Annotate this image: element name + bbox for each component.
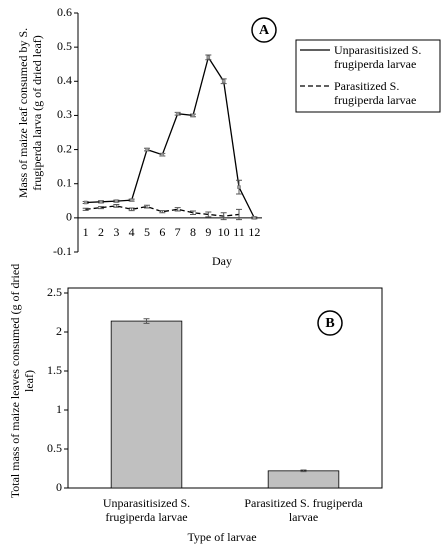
y-tick-label: 0.5 [57,39,72,53]
y-tick-label: 2 [56,324,62,338]
y-axis-label: Total mass of maize leaves consumed (g o… [8,263,36,499]
legend-label: Parasitized S. frugiperda larvae [334,79,417,107]
y-tick-label: 1.5 [47,363,62,377]
error-bar [128,207,135,212]
error-bar [205,211,212,218]
x-axis-label: Type of larvae [187,530,256,544]
x-tick-label: 4 [129,225,135,239]
marker [191,113,195,118]
x-tick-label: 3 [113,225,119,239]
series-line [85,205,240,217]
error-bar [82,207,89,211]
x-tick-label: 11 [233,225,245,239]
marker [129,198,134,202]
y-tick-label: 0.5 [47,441,62,455]
annotation-circle [251,17,277,43]
y-tick-label: 0.3 [57,107,72,121]
marker [160,152,165,157]
annotation-circle [317,310,343,336]
series-line [85,55,255,219]
x-tick-label: Parasitized S. frugiperda larvae [244,496,363,524]
x-tick-label: 12 [248,225,260,239]
error-bar [143,318,150,324]
y-tick-label: 0.4 [57,73,72,87]
x-tick-label: 2 [98,225,104,239]
error-bar [113,204,120,208]
x-tick-label: 6 [159,225,165,239]
marker [221,79,226,84]
error-bar [220,212,227,221]
x-tick-label: 5 [144,225,150,239]
marker [175,111,180,116]
x-tick-label: 8 [190,225,196,239]
x-tick-label: Unparasitisized S. frugiperda larvae [102,496,191,524]
marker [237,185,241,189]
marker [99,200,103,204]
marker [83,200,88,205]
y-tick-label: 0.1 [57,175,72,189]
error-bar [190,210,196,215]
error-bar [174,207,181,212]
y-tick-label: 0.6 [57,5,72,19]
y-tick-label: -0.1 [53,244,72,258]
y-tick-label: 1 [56,402,62,416]
bar [267,470,340,489]
marker [252,216,257,220]
annotation: A [259,23,270,38]
x-axis-label: Day [212,254,232,268]
error-bar [159,210,166,214]
legend-label: Unparasitisized S. frugiperda larvae [334,43,422,71]
marker [145,147,149,152]
annotation: B [325,316,334,331]
bar [110,320,183,489]
y-axis-label: Mass of maize leaf consumed by S. frugip… [16,27,44,199]
y-tick-label: 0 [66,210,72,224]
x-tick-label: 1 [83,225,89,239]
x-tick-label: 7 [175,225,181,239]
y-tick-label: 0.2 [57,141,72,155]
x-tick-label: 10 [218,225,230,239]
error-bar [236,208,242,221]
error-bar [98,206,104,210]
x-tick-label: 9 [205,225,211,239]
y-tick-label: 0 [56,480,62,494]
marker [206,55,211,60]
error-bar [300,469,307,473]
y-tick-label: 2.5 [47,285,62,299]
error-bar [144,204,150,209]
marker [114,199,119,203]
legend-box [295,39,441,113]
